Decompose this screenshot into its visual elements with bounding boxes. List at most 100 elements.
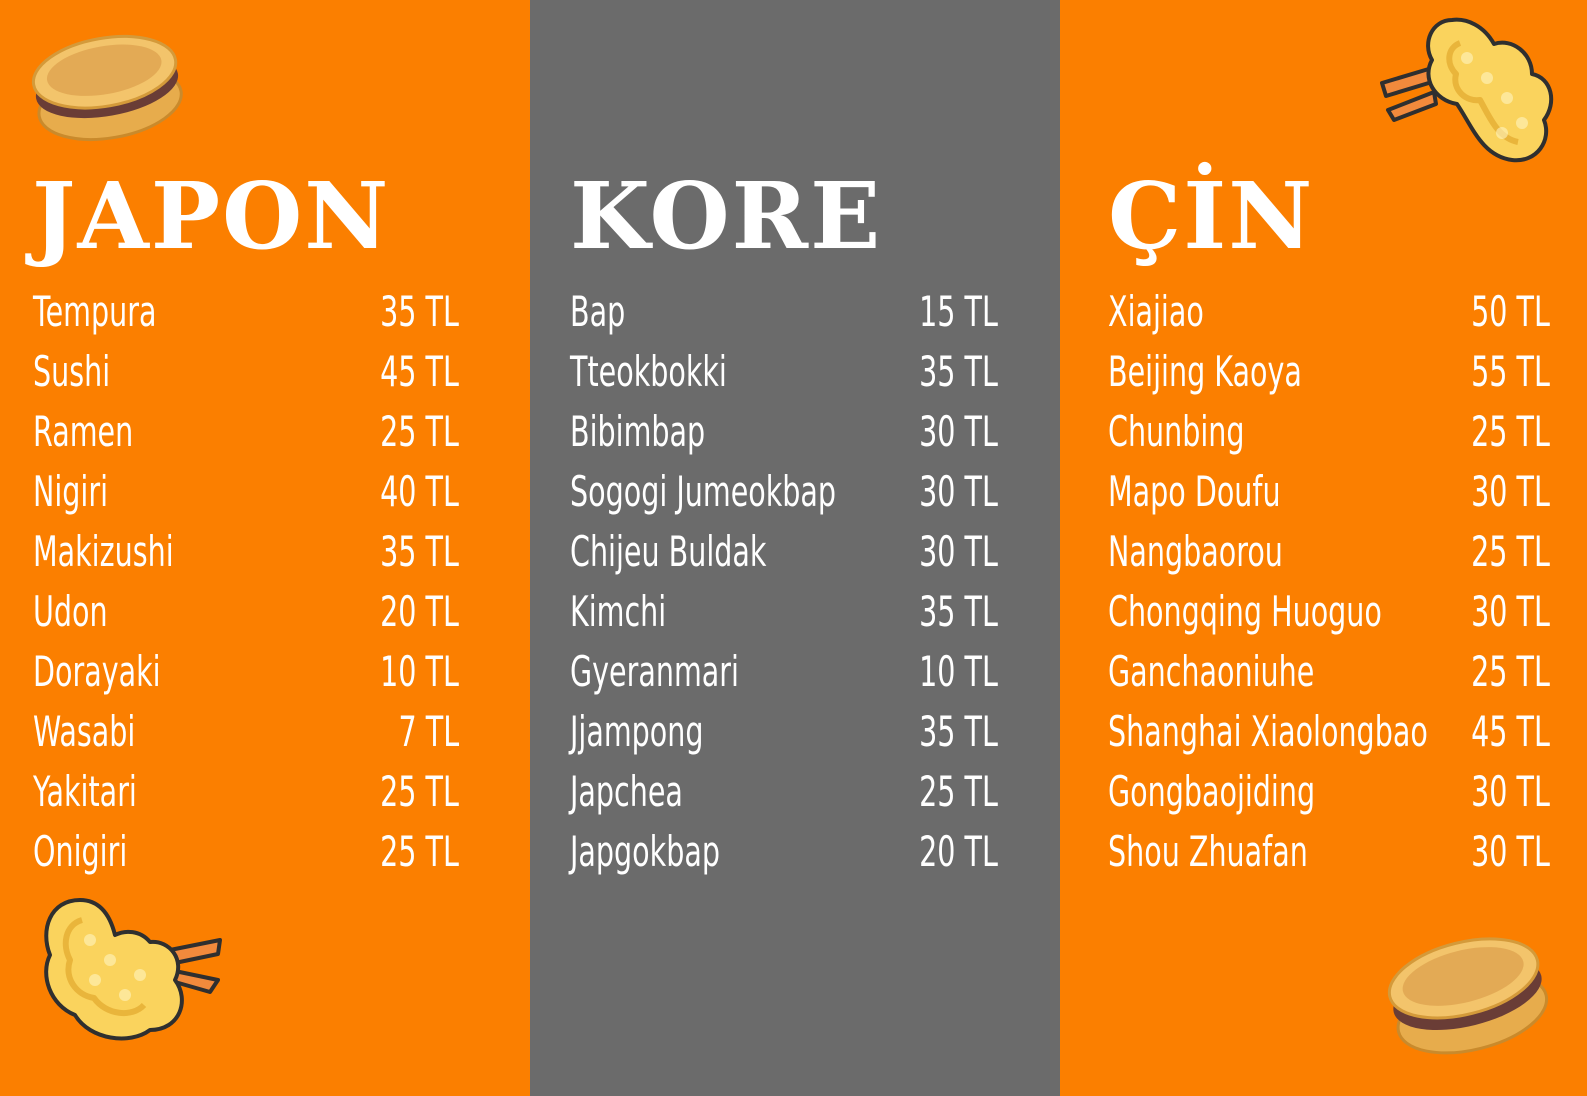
item-name: Nangbaorou [1108, 527, 1283, 576]
item-name: Makizushi [33, 527, 174, 576]
item-price: 20 TL [380, 587, 459, 636]
menu-item: Tempura 35 TL [33, 282, 459, 342]
menu-item: Gongbaojiding 30 TL [1108, 762, 1550, 822]
menu-item: Wasabi 7 TL [33, 702, 459, 762]
menu-item: Tteokbokki 35 TL [570, 342, 998, 402]
item-name: Shou Zhuafan [1108, 827, 1308, 876]
item-price: 10 TL [380, 647, 459, 696]
menu-item: Ramen 25 TL [33, 402, 459, 462]
china-panel: ÇİN Xiajiao 50 TL Beijing Kaoya 55 TL Chun… [1060, 0, 1587, 1096]
item-name: Tteokbokki [570, 347, 727, 396]
item-price: 25 TL [1471, 647, 1550, 696]
menu-item: Jjampong 35 TL [570, 702, 998, 762]
menu-item: Ganchaoniuhe 25 TL [1108, 642, 1550, 702]
item-name: Xiajiao [1108, 287, 1204, 336]
menu-list: Bap 15 TL Tteokbokki 35 TL Bibimbap 30 TL S… [570, 282, 998, 882]
item-price: 35 TL [919, 707, 998, 756]
item-price: 10 TL [919, 647, 998, 696]
section-title: KORE [570, 162, 883, 270]
menu-item: Bap 15 TL [570, 282, 998, 342]
section-title: ÇİN [1108, 162, 1315, 270]
menu-item: Gyeranmari 10 TL [570, 642, 998, 702]
item-price: 25 TL [380, 827, 459, 876]
item-name: Kimchi [570, 587, 667, 636]
section-title: JAPON [32, 162, 391, 270]
item-name: Sushi [33, 347, 111, 396]
menu-item: Chongqing Huoguo 30 TL [1108, 582, 1550, 642]
item-name: Dorayaki [33, 647, 161, 696]
menu-item: Bibimbap 30 TL [570, 402, 998, 462]
tempura-icon [44, 898, 222, 1041]
menu-item: Chunbing 25 TL [1108, 402, 1550, 462]
item-price: 55 TL [1471, 347, 1550, 396]
item-price: 40 TL [380, 467, 459, 516]
japan-panel: JAPON Tempura 35 TL Sushi 45 TL Ramen 25 TL… [0, 0, 530, 1096]
item-price: 30 TL [919, 407, 998, 456]
item-name: Chongqing Huoguo [1108, 587, 1382, 636]
menu-item: Shanghai Xiaolongbao 45 TL [1108, 702, 1550, 762]
menu-item: Makizushi 35 TL [33, 522, 459, 582]
item-name: Wasabi [33, 707, 136, 756]
item-price: 45 TL [380, 347, 459, 396]
item-name: Beijing Kaoya [1108, 347, 1302, 396]
menu-list: Xiajiao 50 TL Beijing Kaoya 55 TL Chunbing… [1108, 282, 1550, 882]
dorayaki-icon [31, 34, 183, 141]
item-price: 25 TL [380, 407, 459, 456]
item-price: 45 TL [1471, 707, 1550, 756]
menu-item: Dorayaki 10 TL [33, 642, 459, 702]
item-name: Gongbaojiding [1108, 767, 1316, 816]
item-name: Bap [570, 287, 626, 336]
tempura-icon [1380, 17, 1554, 163]
menu-item: Kimchi 35 TL [570, 582, 998, 642]
menu-item: Xiajiao 50 TL [1108, 282, 1550, 342]
item-price: 30 TL [919, 527, 998, 576]
menu-list: Tempura 35 TL Sushi 45 TL Ramen 25 TL Nigir… [33, 282, 459, 882]
menu-item: Sogogi Jumeokbap 30 TL [570, 462, 998, 522]
item-name: Jjampong [570, 707, 704, 756]
item-price: 30 TL [1471, 467, 1550, 516]
menu-item: Japgokbap 20 TL [570, 822, 998, 882]
item-name: Onigiri [33, 827, 128, 876]
item-name: Shanghai Xiaolongbao [1108, 707, 1428, 756]
item-name: Yakitari [33, 767, 137, 816]
menu-item: Yakitari 25 TL [33, 762, 459, 822]
item-name: Udon [33, 587, 108, 636]
item-name: Japgokbap [570, 827, 720, 876]
item-price: 35 TL [380, 287, 459, 336]
item-name: Tempura [33, 287, 157, 336]
item-price: 25 TL [919, 767, 998, 816]
item-price: 15 TL [919, 287, 998, 336]
item-price: 30 TL [1471, 767, 1550, 816]
item-name: Ganchaoniuhe [1108, 647, 1315, 696]
menu-item: Onigiri 25 TL [33, 822, 459, 882]
item-name: Gyeranmari [570, 647, 739, 696]
item-price: 25 TL [380, 767, 459, 816]
menu-item: Chijeu Buldak 30 TL [570, 522, 998, 582]
korea-panel: KORE Bap 15 TL Tteokbokki 35 TL Bibimbap 30… [530, 0, 1060, 1096]
item-name: Mapo Doufu [1108, 467, 1281, 516]
item-price: 20 TL [919, 827, 998, 876]
item-price: 35 TL [380, 527, 459, 576]
item-name: Ramen [33, 407, 134, 456]
item-name: Japchea [570, 767, 683, 816]
menu-item: Sushi 45 TL [33, 342, 459, 402]
menu-item: Japchea 25 TL [570, 762, 998, 822]
item-price: 50 TL [1471, 287, 1550, 336]
dorayaki-icon [1387, 937, 1549, 1055]
menu-item: Beijing Kaoya 55 TL [1108, 342, 1550, 402]
menu-item: Shou Zhuafan 30 TL [1108, 822, 1550, 882]
item-price: 35 TL [919, 347, 998, 396]
menu-item: Nigiri 40 TL [33, 462, 459, 522]
item-name: Bibimbap [570, 407, 706, 456]
item-name: Nigiri [33, 467, 109, 516]
item-price: 30 TL [1471, 827, 1550, 876]
item-price: 25 TL [1471, 527, 1550, 576]
item-name: Chijeu Buldak [570, 527, 767, 576]
item-name: Sogogi Jumeokbap [570, 467, 837, 516]
menu-item: Nangbaorou 25 TL [1108, 522, 1550, 582]
item-price: 25 TL [1471, 407, 1550, 456]
item-price: 30 TL [919, 467, 998, 516]
item-price: 30 TL [1471, 587, 1550, 636]
item-name: Chunbing [1108, 407, 1245, 456]
